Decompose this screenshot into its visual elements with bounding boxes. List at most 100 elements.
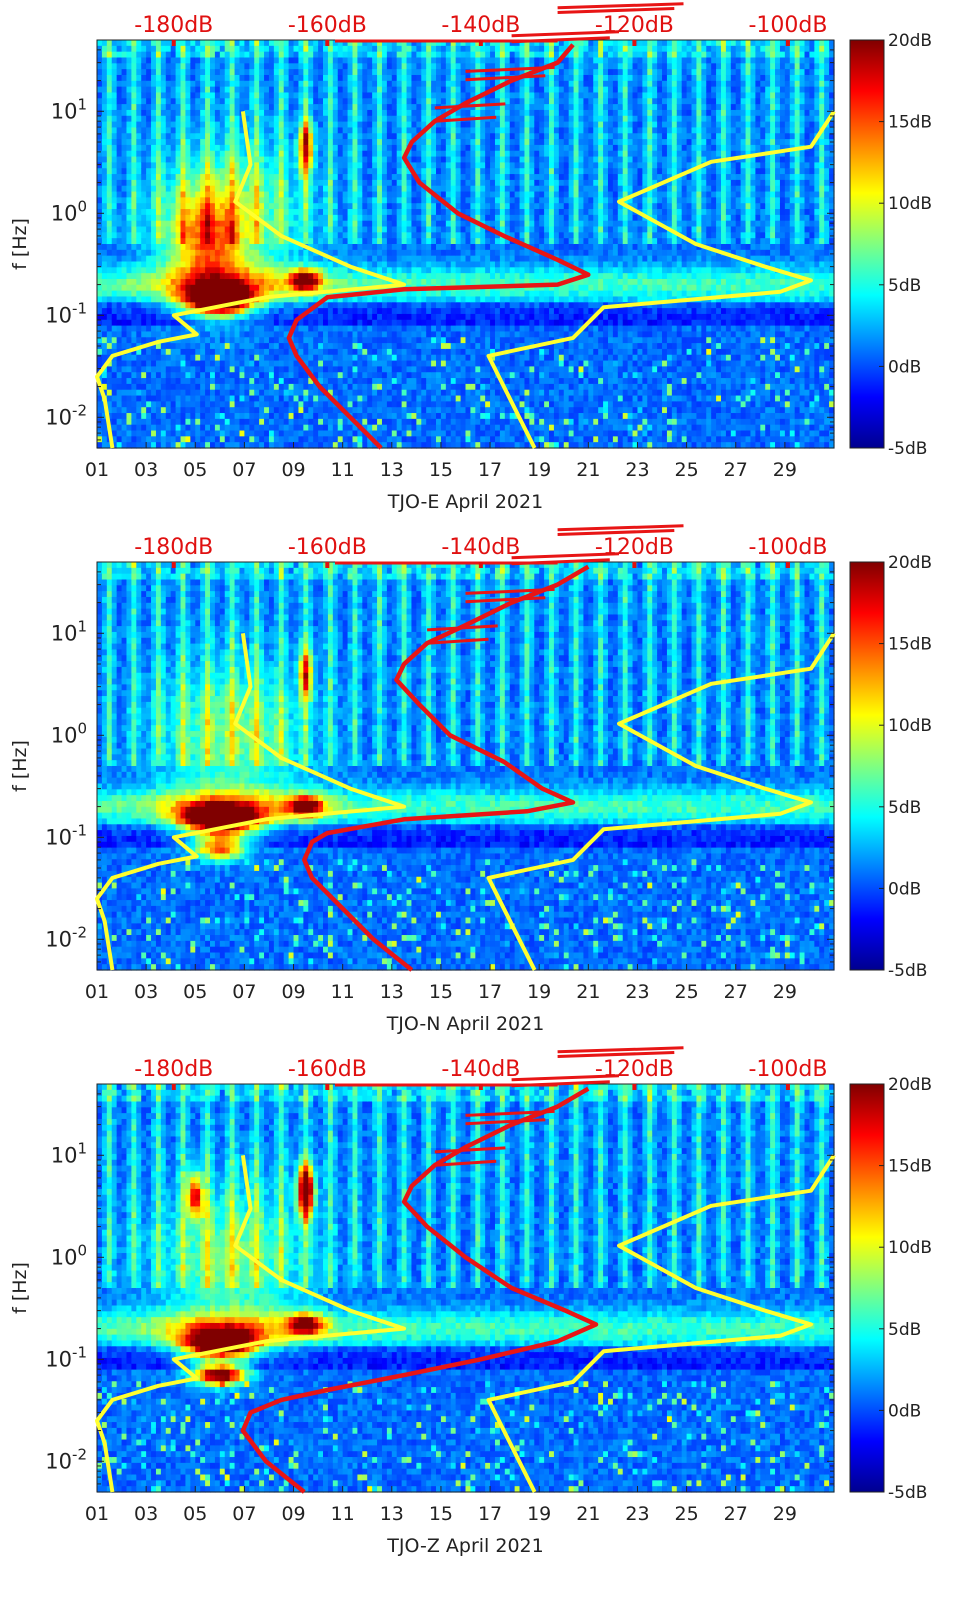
spectrogram-cell xyxy=(214,413,221,420)
spectrogram-cell xyxy=(185,156,191,163)
spectrogram-cell xyxy=(406,150,413,158)
spectrogram-cell xyxy=(170,267,177,274)
spectrogram-cell xyxy=(111,45,118,53)
spectrogram-cell xyxy=(372,343,378,350)
spectrogram-cell xyxy=(298,337,304,344)
spectrogram-cell xyxy=(229,383,236,391)
spectrogram-cell xyxy=(126,139,132,146)
spectrogram-cell xyxy=(239,284,245,292)
spectrogram-cell xyxy=(313,109,319,117)
spectrogram-cell xyxy=(372,401,378,408)
spectrogram-cell xyxy=(195,348,201,356)
spectrogram-cell xyxy=(195,74,201,82)
spectrogram-cell xyxy=(327,331,334,338)
spectrogram-cell xyxy=(293,372,300,379)
spectrogram-cell xyxy=(214,418,221,426)
spectrogram-cell xyxy=(401,197,408,204)
spectrogram-cell xyxy=(445,51,452,59)
spectrogram-cell xyxy=(195,337,201,344)
spectrogram-cell xyxy=(146,238,152,245)
spectrogram-cell xyxy=(141,401,147,408)
spectrogram-cell xyxy=(313,372,319,379)
spectrogram-cell xyxy=(136,267,142,274)
spectrogram-cell xyxy=(401,249,408,257)
spectrogram-cell xyxy=(259,203,265,210)
spectrogram-cell xyxy=(288,232,295,239)
spectrogram-cell xyxy=(273,325,280,333)
spectrogram-cell xyxy=(381,249,388,257)
spectrogram-cell xyxy=(362,436,368,443)
spectrogram-cell xyxy=(332,162,339,169)
spectrogram-cell xyxy=(440,133,447,140)
spectrogram-cell xyxy=(303,127,309,134)
spectrogram-cell xyxy=(381,378,388,385)
spectrogram-cell xyxy=(219,133,226,140)
spectrogram-cell xyxy=(327,220,334,228)
spectrogram-cell xyxy=(406,40,413,47)
spectrogram-cell xyxy=(377,319,383,327)
spectrogram-cell xyxy=(165,366,172,373)
spectrogram-cell xyxy=(421,168,427,175)
spectrogram-cell xyxy=(362,139,368,146)
spectrogram-cell xyxy=(165,86,172,94)
spectrogram-cell xyxy=(273,442,280,449)
spectrogram-cell xyxy=(136,413,142,420)
spectrogram-cell xyxy=(273,156,280,163)
spectrogram-cell xyxy=(386,278,393,286)
spectrogram-cell xyxy=(327,249,334,257)
spectrogram-cell xyxy=(229,238,236,245)
spectrogram-cell xyxy=(165,51,172,59)
spectrogram-cell xyxy=(224,348,231,356)
spectrogram-cell xyxy=(391,378,398,385)
spectrogram-cell xyxy=(254,413,260,420)
spectrogram-cell xyxy=(357,57,363,64)
spectrogram-cell xyxy=(386,214,393,222)
spectrogram-cell xyxy=(332,348,339,356)
spectrogram-cell xyxy=(249,383,255,391)
spectrogram-cell xyxy=(352,86,358,94)
spectrogram-cell xyxy=(259,127,265,134)
spectrogram-cell xyxy=(136,174,142,181)
spectrogram-cell xyxy=(180,424,187,432)
spectrogram-cell xyxy=(165,319,172,327)
spectrogram-cell xyxy=(377,244,383,251)
spectrogram-cell xyxy=(141,348,147,356)
spectrogram-cell xyxy=(342,395,349,402)
spectrogram-cell xyxy=(136,255,142,263)
spectrogram-cell xyxy=(210,372,216,379)
spectrogram-cell xyxy=(185,197,191,204)
spectrogram-cell xyxy=(421,424,427,432)
spectrogram-cell xyxy=(190,150,196,158)
spectrogram-cell xyxy=(141,407,147,414)
spectrogram-cell xyxy=(372,319,378,327)
spectrogram-cell xyxy=(146,40,152,47)
spectrogram-cell xyxy=(239,302,245,309)
spectrogram-cell xyxy=(298,424,304,432)
spectrogram-cell xyxy=(411,74,417,82)
spectrogram-cell xyxy=(426,337,432,344)
spectrogram-cell xyxy=(151,430,157,437)
spectrogram-cell xyxy=(131,407,137,414)
spectrogram-cell xyxy=(229,372,236,379)
spectrogram-cell xyxy=(210,267,216,274)
spectrogram-cell xyxy=(151,197,157,204)
spectrogram-cell xyxy=(155,389,162,397)
spectrogram-cell xyxy=(313,139,319,146)
spectrogram-cell xyxy=(195,156,201,163)
spectrogram-cell xyxy=(337,313,344,321)
spectrogram-cell xyxy=(141,302,147,309)
spectrogram-cell xyxy=(406,413,413,420)
spectrogram-cell xyxy=(386,69,393,76)
spectrogram-cell xyxy=(136,209,142,216)
spectrogram-cell xyxy=(332,63,339,70)
spectrogram-cell xyxy=(352,360,358,367)
spectrogram-cell xyxy=(170,133,177,140)
spectrogram-cell xyxy=(210,296,216,303)
spectrogram-cell xyxy=(205,162,211,169)
spectrogram-cell xyxy=(214,121,221,129)
spectrogram-cell xyxy=(273,115,280,123)
spectrogram-cell xyxy=(303,401,309,408)
spectrogram-cell xyxy=(210,313,216,321)
spectrogram-cell xyxy=(121,185,128,193)
spectrogram-cell xyxy=(347,174,354,181)
